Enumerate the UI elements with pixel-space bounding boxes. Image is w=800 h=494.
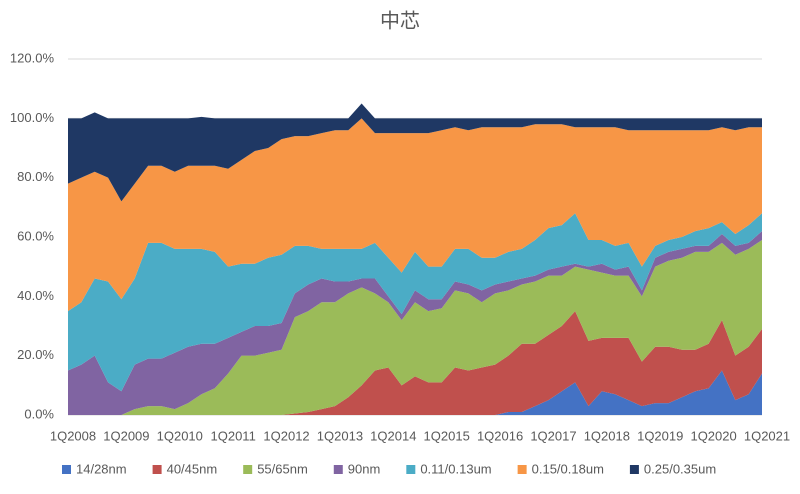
area: [68, 103, 762, 202]
x-tick-label: 1Q2015: [424, 428, 470, 443]
y-tick-label: 120.0%: [10, 50, 55, 65]
x-tick-label: 1Q2021: [744, 428, 790, 443]
legend-swatch: [62, 465, 71, 474]
y-tick-label: 20.0%: [17, 347, 54, 362]
x-tick-label: 1Q2010: [157, 428, 203, 443]
x-tick-label: 1Q2019: [637, 428, 683, 443]
x-tick-label: 1Q2008: [50, 428, 96, 443]
legend-swatch: [629, 465, 639, 474]
x-tick-label: 1Q2013: [317, 428, 363, 443]
area: [68, 213, 762, 392]
y-tick-label: 0.0%: [24, 406, 54, 421]
x-tick-label: 1Q2009: [103, 428, 149, 443]
x-tick-label: 1Q2016: [477, 428, 523, 443]
x-tick-label: 1Q2018: [584, 428, 630, 443]
area: [68, 118, 762, 312]
x-tick-label: 1Q2012: [263, 428, 309, 443]
legend-label: 90nm: [348, 461, 381, 476]
x-tick-label: 1Q2020: [690, 428, 736, 443]
x-tick-label: 1Q2017: [530, 428, 576, 443]
legend-swatch: [152, 465, 162, 474]
legend-label: 14/28nm: [76, 461, 127, 476]
area: [68, 370, 762, 415]
chart-title: 中芯: [380, 9, 420, 32]
legend-swatch: [406, 465, 416, 474]
legend-label: 0.15/0.18um: [532, 461, 604, 476]
y-tick-label: 60.0%: [17, 228, 54, 243]
legend-swatch: [243, 465, 253, 474]
x-tick-label: 1Q2011: [211, 428, 256, 443]
legend-label: 0.25/0.35um: [644, 461, 716, 476]
x-tick-label: 1Q2014: [370, 428, 416, 443]
area: [68, 231, 762, 415]
legend-label: 40/45nm: [167, 461, 218, 476]
legend-label: 0.11/0.13um: [420, 461, 491, 476]
area: [68, 311, 762, 415]
legend-swatch: [517, 465, 527, 474]
legend-swatch: [333, 465, 343, 474]
area: [68, 239, 762, 415]
y-tick-label: 100.0%: [10, 110, 55, 125]
y-tick-label: 80.0%: [17, 169, 54, 184]
legend-label: 55/65nm: [257, 461, 308, 476]
y-tick-label: 40.0%: [17, 288, 54, 303]
